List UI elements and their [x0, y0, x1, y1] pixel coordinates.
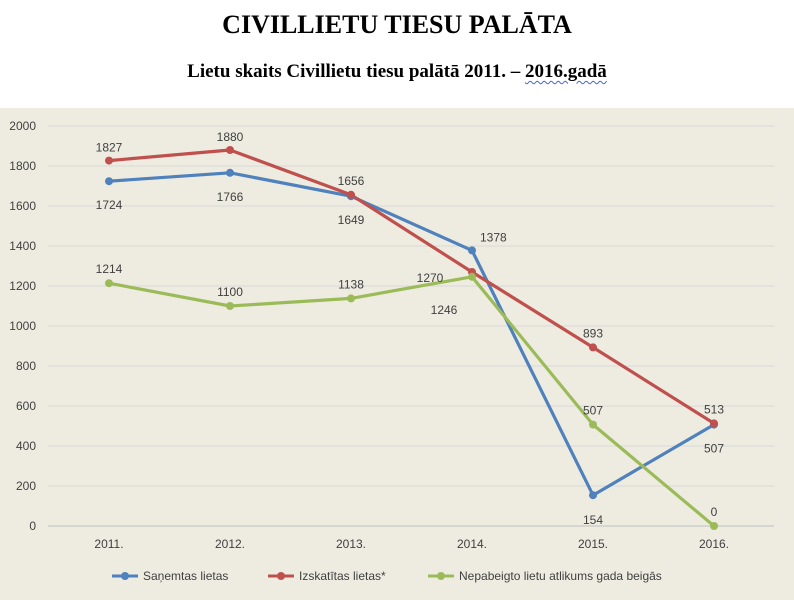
y-tick-label: 400 [16, 439, 36, 453]
data-label: 507 [704, 442, 724, 456]
data-point [226, 302, 234, 310]
series-markers [105, 146, 718, 530]
data-label: 1138 [338, 277, 364, 291]
series-line [107, 171, 716, 497]
x-tick-label: 2016. [699, 537, 729, 551]
data-label: 1378 [480, 230, 507, 244]
data-label: 1766 [217, 190, 244, 204]
y-tick-label: 2000 [9, 119, 36, 133]
subtitle-years: 2016.gadā [524, 61, 607, 82]
legend-marker [277, 572, 285, 580]
data-label: 1880 [217, 130, 244, 144]
data-label: 1100 [217, 285, 243, 299]
data-label: 1270 [417, 271, 444, 285]
data-labels: 1724 1766 1649 1378 154 507 1827 1880 1656 1270 89… [96, 130, 725, 527]
data-point [105, 279, 113, 288]
header: CIVILLIETU TIESU PALĀTA Lietu skaits Civ… [0, 0, 794, 108]
legend-marker [121, 572, 129, 580]
series-line [107, 275, 716, 528]
data-point [105, 156, 113, 165]
y-tick-label: 1800 [9, 159, 36, 173]
chart-subtitle: Lietu skaits Civillietu tiesu palātā 201… [0, 61, 794, 83]
x-axis-ticks: 2011. 2012. 2013. 2014. 2015. 2016. [94, 537, 729, 551]
data-point [710, 522, 718, 530]
data-label: 1649 [338, 213, 365, 227]
y-tick-label: 200 [16, 479, 36, 493]
data-point [589, 343, 597, 352]
x-tick-label: 2014. [457, 537, 487, 551]
data-label: 1214 [96, 262, 123, 276]
x-tick-label: 2015. [578, 537, 608, 551]
y-tick-label: 1200 [9, 279, 36, 293]
data-label: 0 [711, 505, 718, 519]
data-point [710, 419, 718, 428]
series-line [107, 148, 716, 425]
series-lines [107, 148, 716, 528]
y-tick-label: 1000 [9, 319, 36, 333]
y-tick-label: 1400 [9, 239, 36, 253]
y-axis-ticks: 0 200 400 600 800 1000 1200 1400 1600 1800 2000 [9, 119, 36, 533]
data-point [105, 177, 113, 186]
data-point [589, 420, 597, 429]
data-point [226, 168, 234, 177]
legend-label: Nepabeigto lietu atlikums gada beigās [459, 569, 662, 583]
data-point [347, 294, 355, 303]
page-title: CIVILLIETU TIESU PALĀTA [222, 10, 572, 39]
y-tick-label: 800 [16, 359, 36, 373]
data-point [589, 491, 597, 500]
data-label: 507 [583, 404, 603, 418]
data-point [347, 190, 355, 199]
data-label: 1724 [96, 198, 123, 212]
legend-marker [437, 572, 445, 580]
y-tick-label: 1600 [9, 199, 36, 213]
data-point [226, 146, 234, 154]
data-label: 893 [583, 326, 603, 340]
chart-area: 0 200 400 600 800 1000 1200 1400 1600 1800 2000 20… [0, 108, 794, 600]
x-tick-label: 2011. [94, 537, 123, 551]
legend-label: Saņemtas lietas [143, 569, 228, 583]
data-label: 1827 [96, 141, 123, 155]
line-chart: 0 200 400 600 800 1000 1200 1400 1600 1800 2000 20… [9, 119, 774, 583]
data-label: 1246 [431, 303, 458, 317]
legend: Saņemtas lietas Izskatītas lietas* Nepabei… [112, 569, 662, 583]
gridlines [48, 125, 774, 527]
data-label: 154 [583, 513, 603, 527]
x-tick-label: 2013. [336, 537, 366, 551]
subtitle-prefix: Lietu skaits Civillietu tiesu palātā 201… [187, 61, 525, 82]
data-label: 513 [704, 402, 724, 416]
data-point [468, 246, 476, 255]
x-tick-label: 2012. [215, 537, 245, 551]
data-label: 1656 [338, 174, 365, 188]
y-tick-label: 600 [16, 399, 36, 413]
legend-label: Izskatītas lietas* [299, 569, 386, 583]
y-tick-label: 0 [29, 519, 36, 533]
data-point [468, 272, 476, 281]
